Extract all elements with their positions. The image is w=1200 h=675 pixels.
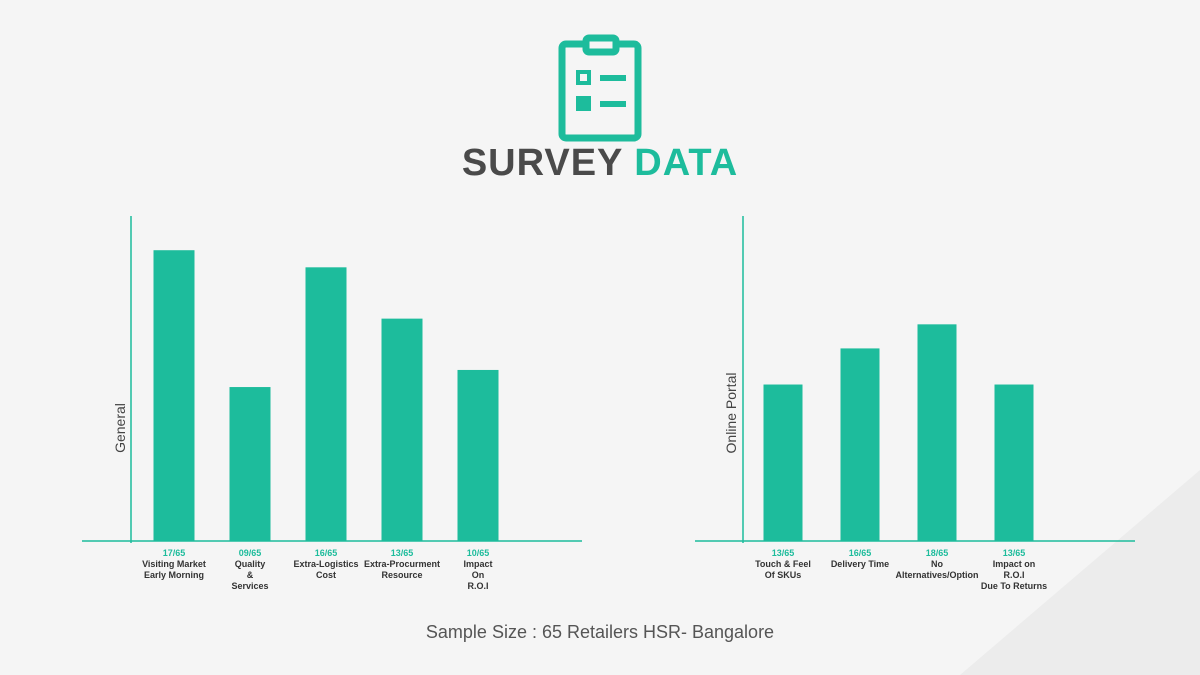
bar bbox=[381, 318, 423, 541]
bar bbox=[153, 250, 195, 542]
value-label: 10/65 bbox=[466, 548, 490, 558]
category-label: Visiting Market Early Morning bbox=[142, 559, 206, 580]
clipboard-icon bbox=[558, 34, 642, 142]
value-label: 18/65 bbox=[925, 548, 949, 558]
value-label: 17/65 bbox=[162, 548, 186, 558]
title: SURVEY DATA bbox=[0, 142, 1200, 185]
bar bbox=[994, 384, 1034, 541]
bar-label: 09/65 Quality & Services bbox=[190, 548, 310, 592]
y-axis-label: General bbox=[112, 403, 128, 453]
bar-label: 16/65 Delivery Time bbox=[800, 548, 920, 570]
y-axis-label: Online Portal bbox=[723, 372, 739, 454]
value-label: 13/65 bbox=[771, 548, 795, 558]
title-part: SURVEY bbox=[461, 142, 623, 184]
category-label: Quality & Services bbox=[231, 559, 269, 591]
category-label: Impact on R.O.I Due To Returns bbox=[980, 559, 1048, 591]
bar bbox=[305, 267, 347, 541]
category-label: Impact On R.O.I bbox=[463, 559, 493, 591]
value-label: 16/65 bbox=[314, 548, 338, 558]
category-label: Touch & Feel Of SKUs bbox=[755, 559, 811, 580]
bar-label: 13/65 Touch & Feel Of SKUs bbox=[723, 548, 843, 581]
bar-label: 13/65 Extra-Procurment Resource bbox=[342, 548, 462, 581]
value-label: 09/65 bbox=[238, 548, 262, 558]
bar bbox=[917, 324, 957, 541]
bar bbox=[229, 387, 271, 541]
bar-label: 10/65 Impact On R.O.I bbox=[418, 548, 538, 592]
value-label: 16/65 bbox=[848, 548, 872, 558]
bar-label: 18/65 No Alternatives/Option bbox=[877, 548, 997, 581]
bar bbox=[840, 348, 880, 541]
value-label: 13/65 bbox=[1002, 548, 1026, 558]
background-shape bbox=[960, 470, 1200, 675]
footnote: Sample Size : 65 Retailers HSR- Bangalor… bbox=[425, 622, 775, 642]
category-label: Delivery Time bbox=[830, 559, 890, 569]
category-label: No Alternatives/Option bbox=[895, 559, 979, 580]
bar-label: 17/65 Visiting Market Early Morning bbox=[114, 548, 234, 581]
bar-label: 16/65 Extra-Logistics Cost bbox=[266, 548, 386, 581]
category-label: Extra-Procurment Resource bbox=[363, 559, 441, 580]
title-part: DATA bbox=[634, 142, 739, 184]
bar bbox=[457, 369, 499, 541]
bar-label: 13/65 Impact on R.O.I Due To Returns bbox=[954, 548, 1074, 592]
value-label: 13/65 bbox=[390, 548, 414, 558]
category-label: Extra-Logistics Cost bbox=[293, 559, 359, 580]
bar bbox=[763, 384, 803, 541]
